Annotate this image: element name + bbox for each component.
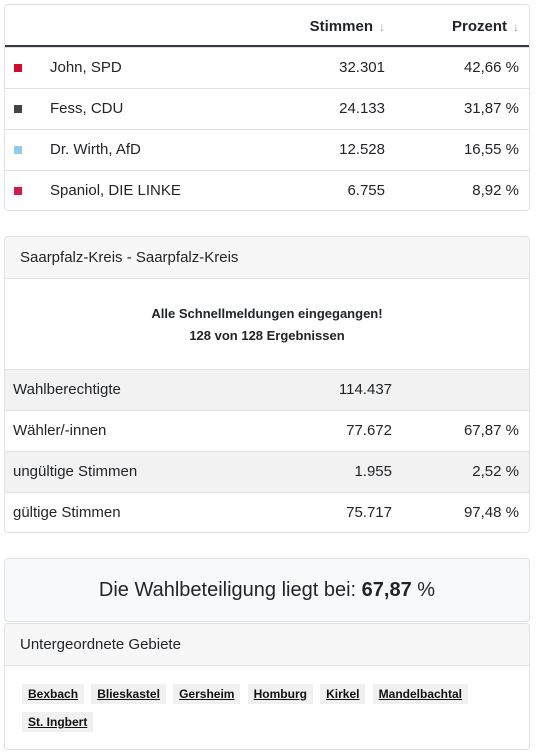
stat-row-valid: gültige Stimmen 75.717 97,48 % <box>5 492 529 532</box>
subareas-card: Untergeordnete Gebiete Bexbach Blieskast… <box>4 623 530 750</box>
sort-arrow-icon: ↓ <box>513 20 519 34</box>
table-row: Fess, CDU 24.133 31,87 % <box>5 88 529 129</box>
stat-row-eligible: Wahlberechtigte 114.437 <box>5 369 529 410</box>
district-title: Saarpfalz-Kreis - Saarpfalz-Kreis <box>5 237 529 279</box>
subarea-link-blieskastel[interactable]: Blieskastel <box>91 684 166 704</box>
stat-label: Wähler/-innen <box>13 422 107 439</box>
votes-column-header[interactable]: Stimmen ↓ <box>309 18 385 35</box>
subareas-title: Untergeordnete Gebiete <box>5 624 529 666</box>
subarea-link-homburg[interactable]: Homburg <box>247 684 313 704</box>
table-row: Spaniol, DIE LINKE 6.755 8,92 % <box>5 170 529 210</box>
turnout-value: 67,87 <box>361 579 412 601</box>
party-color-swatch <box>14 105 22 113</box>
stat-row-invalid: ungültige Stimmen 1.955 2,52 % <box>5 451 529 492</box>
stat-value: 114.437 <box>338 381 392 398</box>
stat-percent: 2,52 % <box>472 463 519 480</box>
candidate-percent: 31,87 % <box>463 100 519 117</box>
subarea-link-kirkel[interactable]: Kirkel <box>320 684 366 704</box>
candidate-name: John, SPD <box>50 59 122 76</box>
stat-percent: 97,48 % <box>463 504 519 521</box>
stat-value: 75.717 <box>346 504 392 521</box>
sort-arrow-icon: ↓ <box>379 20 385 34</box>
candidate-name: Fess, CDU <box>50 100 124 117</box>
table-row: Dr. Wirth, AfD 12.528 16,55 % <box>5 129 529 170</box>
stat-value: 1.955 <box>354 463 392 480</box>
candidate-votes: 32.301 <box>339 59 385 76</box>
percent-column-header[interactable]: Prozent ↓ <box>451 18 519 35</box>
stat-label: gültige Stimmen <box>13 504 121 521</box>
candidate-percent: 42,66 % <box>463 59 519 76</box>
results-table: Stimmen ↓ Prozent ↓ John, SPD 32.301 42,66… <box>4 4 530 211</box>
candidate-percent: 16,55 % <box>463 141 519 158</box>
candidate-votes: 12.528 <box>339 141 385 158</box>
stat-label: ungültige Stimmen <box>13 463 138 480</box>
candidate-votes: 6.755 <box>347 182 385 199</box>
notice-line-complete: Alle Schnellmeldungen eingegangen! <box>151 306 383 321</box>
turnout-prefix: Die Wahlbeteiligung liegt bei: <box>98 579 357 601</box>
subarea-links: Bexbach Blieskastel Gersheim Homburg Kir… <box>5 666 529 740</box>
party-color-swatch <box>14 146 22 154</box>
candidate-votes: 24.133 <box>339 100 385 117</box>
subarea-link-mandelbachtal[interactable]: Mandelbachtal <box>372 684 469 704</box>
table-row: John, SPD 32.301 42,66 % <box>5 47 529 88</box>
candidate-percent: 8,92 % <box>472 182 519 199</box>
stat-label: Wahlberechtigte <box>13 381 121 398</box>
turnout-unit: % <box>417 579 436 601</box>
party-color-swatch <box>14 64 22 72</box>
notice-line-count: 128 von 128 Ergebnissen <box>189 328 345 343</box>
party-color-swatch <box>14 187 22 195</box>
turnout-banner: Die Wahlbeteiligung liegt bei: 67,87 % <box>4 558 530 622</box>
results-table-header: Stimmen ↓ Prozent ↓ <box>5 5 529 47</box>
candidate-name: Dr. Wirth, AfD <box>50 141 141 158</box>
candidate-name: Spaniol, DIE LINKE <box>50 182 181 199</box>
stat-percent: 67,87 % <box>463 422 519 439</box>
district-card: Saarpfalz-Kreis - Saarpfalz-Kreis Alle S… <box>4 236 530 533</box>
stat-row-voters: Wähler/-innen 77.672 67,87 % <box>5 410 529 451</box>
reporting-notice: Alle Schnellmeldungen eingegangen! 128 v… <box>5 279 529 369</box>
subarea-link-bexbach[interactable]: Bexbach <box>22 684 85 704</box>
subarea-link-st-ingbert[interactable]: St. Ingbert <box>22 712 94 732</box>
subarea-link-gersheim[interactable]: Gersheim <box>173 684 241 704</box>
stat-value: 77.672 <box>346 422 392 439</box>
